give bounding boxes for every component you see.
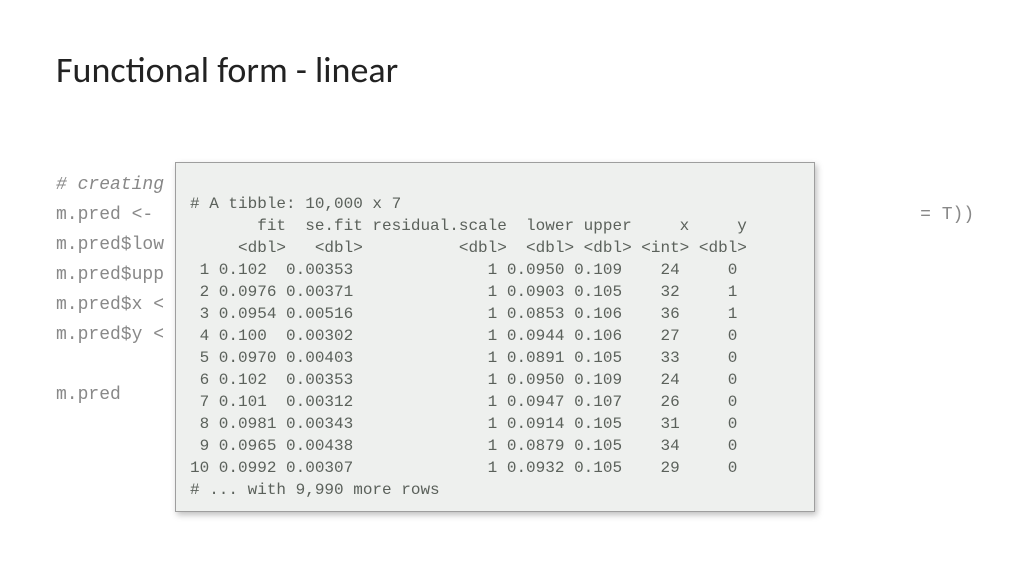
tibble-output-box: # A tibble: 10,000 x 7 fit se.fit residu…	[175, 162, 815, 512]
tibble-colnames: fit se.fit residual.scale lower upper x …	[190, 217, 747, 235]
code-line-1-right: = T))	[920, 205, 974, 225]
tibble-row: 3 0.0954 0.00516 1 0.0853 0.106 36 1	[190, 305, 737, 323]
code-line-6: m.pred	[56, 385, 121, 405]
tibble-row: 4 0.100 0.00302 1 0.0944 0.106 27 0	[190, 327, 737, 345]
code-line-3: m.pred$upp	[56, 265, 164, 285]
code-line-4: m.pred$x <	[56, 295, 164, 315]
tibble-row: 10 0.0992 0.00307 1 0.0932 0.105 29 0	[190, 459, 737, 477]
tibble-row: 5 0.0970 0.00403 1 0.0891 0.105 33 0	[190, 349, 737, 367]
tibble-row: 7 0.101 0.00312 1 0.0947 0.107 26 0	[190, 393, 737, 411]
tibble-header: # A tibble: 10,000 x 7	[190, 195, 401, 213]
tibble-coltypes: <dbl> <dbl> <dbl> <dbl> <dbl> <int> <dbl…	[190, 239, 747, 257]
tibble-row: 9 0.0965 0.00438 1 0.0879 0.105 34 0	[190, 437, 737, 455]
code-line-2: m.pred$low	[56, 235, 164, 255]
tibble-footer: # ... with 9,990 more rows	[190, 481, 440, 499]
tibble-row: 2 0.0976 0.00371 1 0.0903 0.105 32 1	[190, 283, 737, 301]
code-line-5: m.pred$y <	[56, 325, 164, 345]
tibble-row: 1 0.102 0.00353 1 0.0950 0.109 24 0	[190, 261, 737, 279]
code-line-1-left: m.pred <-	[56, 205, 153, 225]
tibble-row: 6 0.102 0.00353 1 0.0950 0.109 24 0	[190, 371, 737, 389]
tibble-row: 8 0.0981 0.00343 1 0.0914 0.105 31 0	[190, 415, 737, 433]
slide-title: Functional form - linear	[56, 48, 398, 92]
